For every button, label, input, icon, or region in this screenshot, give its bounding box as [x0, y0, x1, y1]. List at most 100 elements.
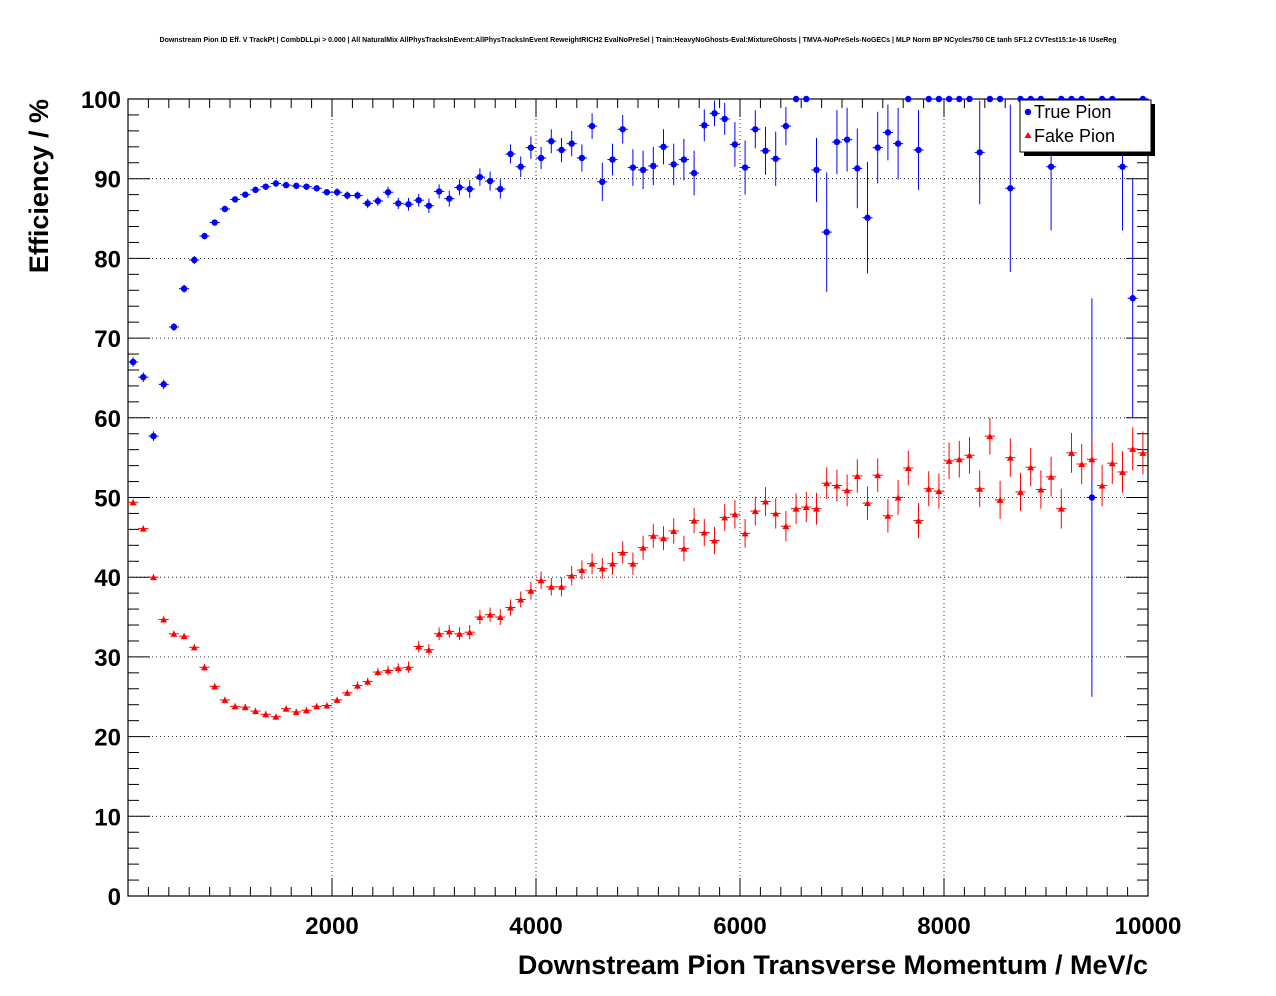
data-point — [599, 178, 606, 186]
data-point — [333, 189, 341, 196]
y-tick-label: 100 — [81, 87, 121, 114]
data-point — [139, 525, 147, 532]
data-point — [894, 494, 902, 501]
data-point — [680, 156, 688, 163]
data-point — [619, 549, 627, 556]
data-point — [292, 708, 300, 715]
y-tick-label: 70 — [94, 326, 121, 353]
data-point — [1017, 488, 1024, 495]
data-point — [823, 480, 831, 487]
data-point — [394, 665, 402, 672]
data-point — [527, 144, 535, 151]
data-point — [1139, 449, 1147, 456]
data-point — [996, 496, 1004, 503]
data-point — [813, 166, 820, 174]
data-point — [497, 185, 504, 193]
data-point — [293, 182, 300, 190]
data-point — [140, 373, 147, 381]
data-point — [496, 614, 504, 621]
data-point — [894, 140, 902, 147]
data-point — [517, 596, 525, 603]
data-point — [874, 144, 881, 151]
data-point — [976, 149, 983, 156]
data-point — [1068, 449, 1075, 456]
data-point — [303, 707, 310, 714]
data-point — [231, 196, 239, 203]
x-tick-label: 8000 — [917, 913, 970, 940]
data-point — [945, 457, 953, 464]
data-point — [782, 523, 790, 530]
data-point — [802, 504, 810, 511]
legend-box — [1019, 99, 1152, 153]
data-point — [1129, 445, 1137, 452]
data-point — [966, 452, 973, 459]
data-point — [864, 500, 871, 507]
data-point — [435, 630, 443, 637]
data-point — [609, 560, 616, 567]
data-point — [649, 532, 657, 539]
data-point — [456, 184, 463, 191]
data-point — [711, 110, 718, 117]
data-point — [660, 535, 667, 542]
data-point — [1108, 460, 1116, 467]
data-point — [252, 186, 259, 194]
data-point — [486, 177, 494, 185]
data-point — [711, 537, 718, 544]
data-point — [588, 560, 596, 567]
data-point — [129, 358, 137, 366]
data-point — [731, 141, 739, 148]
data-point — [303, 183, 310, 190]
x-tick-label: 2000 — [305, 913, 358, 940]
data-point — [395, 200, 402, 207]
data-point — [1119, 163, 1126, 170]
data-point — [262, 711, 270, 718]
data-point — [262, 183, 269, 190]
data-point — [272, 180, 280, 187]
data-point — [833, 482, 841, 489]
data-point — [456, 630, 463, 637]
data-point — [782, 122, 790, 130]
data-point — [364, 678, 372, 685]
data-point — [751, 508, 759, 515]
data-point — [955, 456, 963, 463]
data-point — [731, 511, 739, 518]
data-point — [925, 485, 933, 492]
data-point — [170, 323, 178, 331]
data-point — [609, 156, 616, 163]
data-point — [384, 667, 392, 674]
data-point — [323, 702, 331, 709]
data-point — [507, 604, 514, 611]
data-point — [150, 432, 157, 440]
data-point — [517, 163, 524, 170]
data-point — [384, 189, 392, 196]
data-point — [180, 633, 188, 640]
data-point — [333, 696, 341, 703]
data-point — [670, 161, 677, 168]
data-point — [986, 433, 994, 440]
data-point — [772, 155, 779, 162]
data-point — [660, 143, 667, 151]
data-point — [415, 643, 423, 650]
data-point — [721, 514, 729, 521]
y-axis-title: Efficiency / % — [24, 99, 54, 273]
data-point — [1037, 486, 1045, 493]
legend: True Pion Fake Pion — [1019, 99, 1155, 156]
data-point — [425, 202, 433, 209]
data-point — [160, 616, 168, 623]
data-point — [854, 165, 861, 172]
data-point — [690, 169, 698, 177]
data-point — [354, 682, 361, 689]
y-tick-label: 40 — [94, 565, 121, 592]
data-point — [313, 703, 321, 710]
data-point — [945, 95, 953, 103]
series-fake-pion — [128, 417, 1148, 720]
y-tick-label: 30 — [94, 645, 121, 672]
data-point — [843, 136, 851, 143]
data-point — [701, 122, 708, 129]
data-point — [435, 188, 443, 195]
y-tick-label: 80 — [94, 246, 121, 273]
data-point — [476, 614, 484, 621]
data-point — [211, 219, 218, 226]
x-axis-title: Downstream Pion Transverse Momentum / Me… — [518, 950, 1148, 980]
data-point — [568, 140, 575, 147]
